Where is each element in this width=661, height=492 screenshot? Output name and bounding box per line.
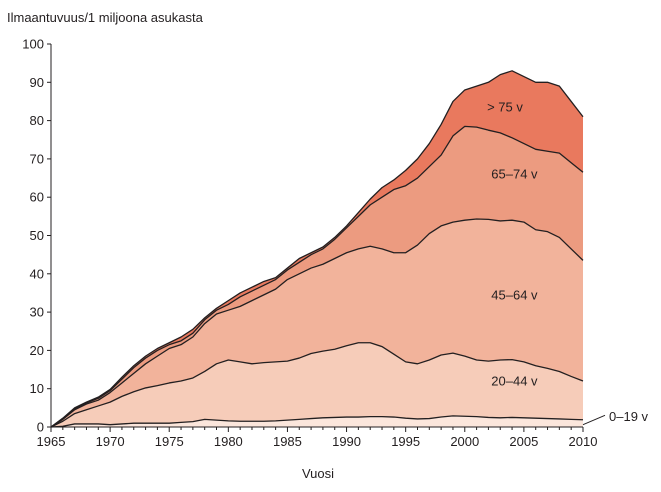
y-tick-label: 0 xyxy=(37,420,44,435)
x-tick-label: 1990 xyxy=(332,434,361,449)
annotation-leader-line xyxy=(582,414,606,426)
series-line-5 xyxy=(50,70,584,428)
y-tick-label: 80 xyxy=(30,113,44,128)
area-layer xyxy=(50,70,584,428)
series-line-3 xyxy=(50,218,584,428)
x-tick-label: 2010 xyxy=(569,434,598,449)
x-axis-title: Vuosi xyxy=(302,466,334,481)
x-tick-label: 1975 xyxy=(155,434,184,449)
series-line-2 xyxy=(50,342,584,428)
y-tick-label: 10 xyxy=(30,381,44,396)
y-tick-label: 30 xyxy=(30,305,44,320)
band-label: 20–44 v xyxy=(491,374,538,389)
x-tick-label: 1965 xyxy=(37,434,66,449)
axis-layer xyxy=(47,43,584,432)
x-tick-label: 1995 xyxy=(391,434,420,449)
area-band-2 xyxy=(51,342,583,427)
y-tick-label: 70 xyxy=(30,151,44,166)
x-tick-label: 2005 xyxy=(509,434,538,449)
series-line-1 xyxy=(50,415,584,428)
x-tick-label: 1985 xyxy=(273,434,302,449)
y-tick-label: 90 xyxy=(30,75,44,90)
band-label: > 75 v xyxy=(487,100,523,115)
x-tick-label: 1970 xyxy=(96,434,125,449)
band-label: 65–74 v xyxy=(491,167,538,182)
band-label: 45–64 v xyxy=(491,287,538,302)
y-axis-title: Ilmaantuvuus/1 miljoona asukasta xyxy=(7,10,204,25)
y-tick-label: 50 xyxy=(30,228,44,243)
y-tick-label: 100 xyxy=(22,37,44,52)
series-line-4 xyxy=(50,125,584,428)
x-tick-label: 2000 xyxy=(450,434,479,449)
y-tick-label: 60 xyxy=(30,190,44,205)
band-label: 0–19 v xyxy=(609,409,649,424)
y-tick-label: 40 xyxy=(30,266,44,281)
label-layer: Ilmaantuvuus/1 miljoona asukasta Vuosi 0… xyxy=(7,10,649,481)
x-tick-label: 1980 xyxy=(214,434,243,449)
y-tick-label: 20 xyxy=(30,343,44,358)
area-band-1 xyxy=(51,415,583,427)
